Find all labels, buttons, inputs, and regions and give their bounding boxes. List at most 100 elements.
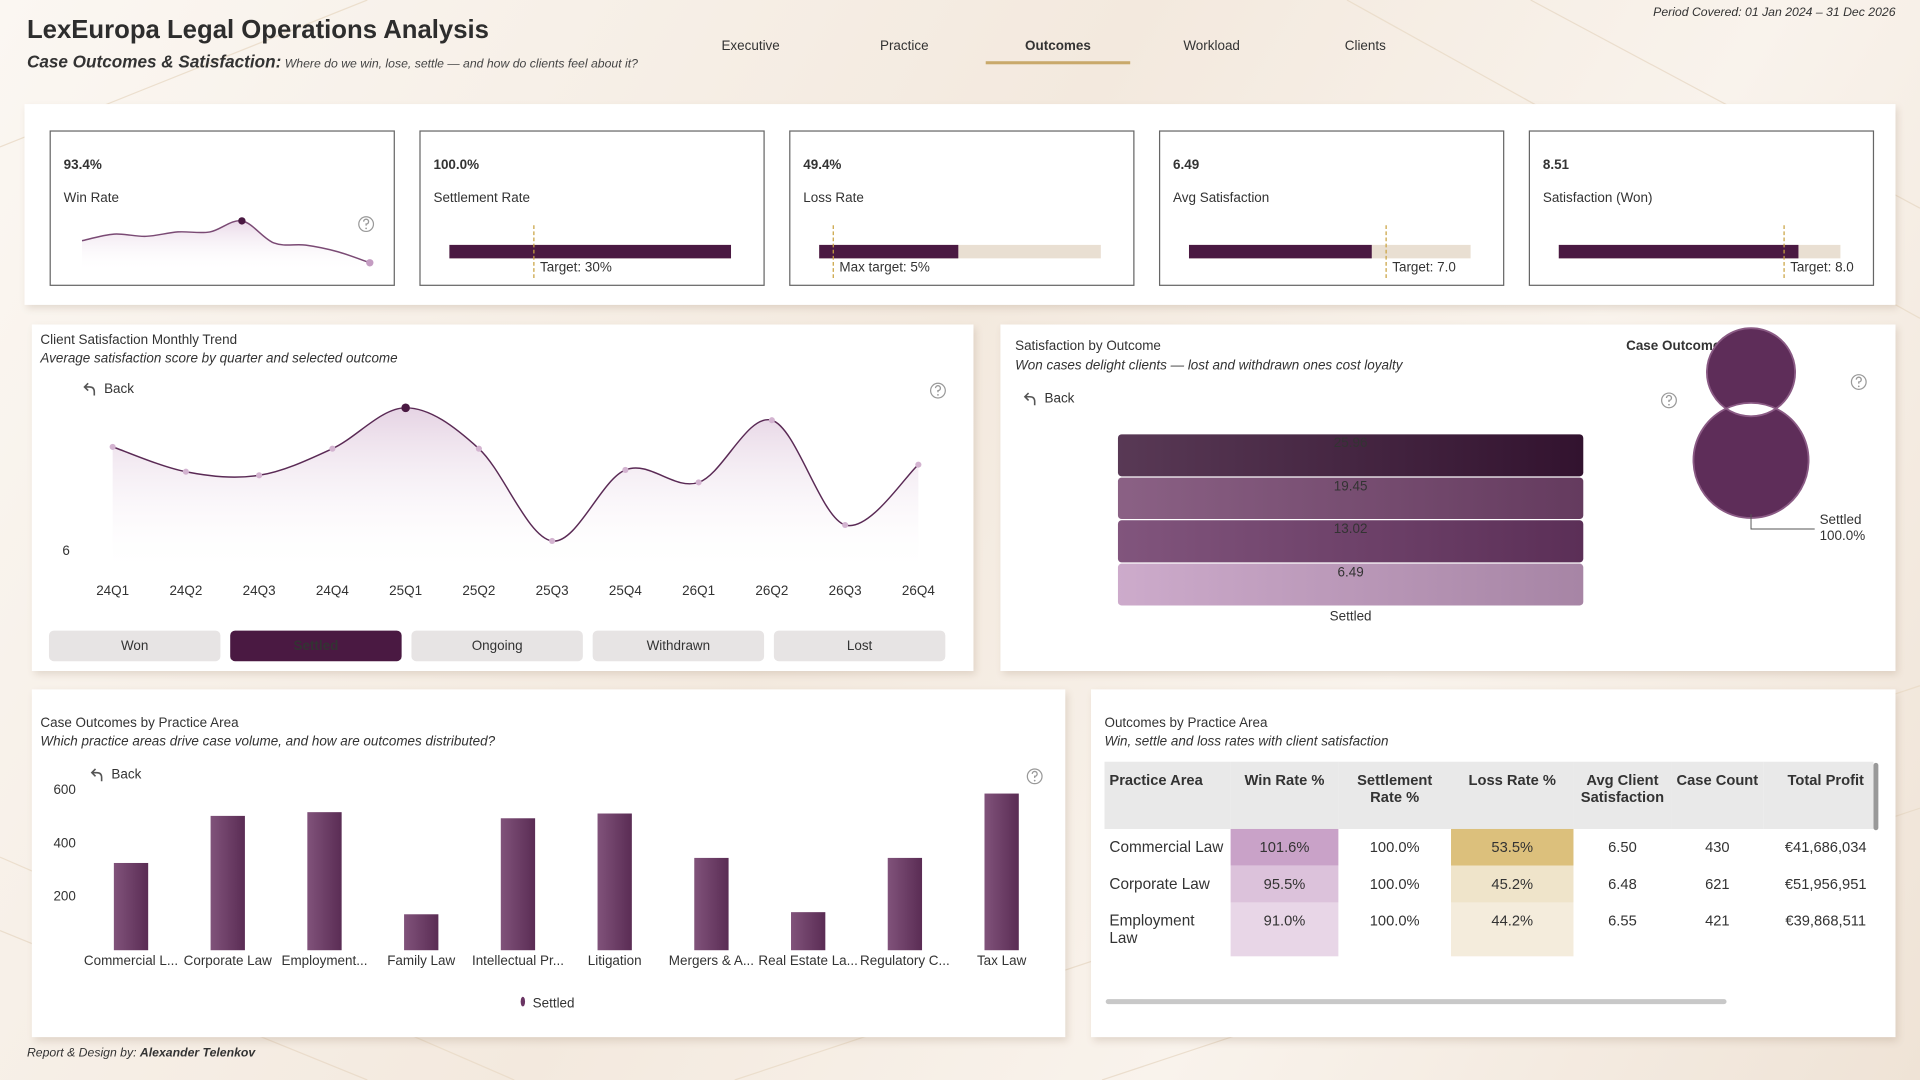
x-tick-label: 24Q4 — [316, 583, 349, 598]
kpi-label: Settlement Rate — [433, 190, 529, 205]
bar-shade — [694, 857, 729, 951]
help-glyph — [363, 218, 370, 226]
v-scrollbar — [1873, 762, 1879, 831]
donut-slice — [1692, 327, 1810, 519]
bar-shade — [597, 813, 632, 951]
segment-shade — [1117, 434, 1584, 477]
table-cell: 53.5% — [1451, 828, 1574, 866]
segment-shade — [1117, 477, 1584, 520]
column-header: Win Rate % — [1230, 761, 1339, 829]
x-tick-label: Corporate Law — [184, 953, 273, 968]
help-glyph — [934, 385, 942, 393]
kpi-card — [789, 130, 1135, 286]
table-row: Corporate Law 95.5% 100.0% 45.2% 6.48 621 €51,… — [1104, 865, 1873, 903]
table-row: Employment Law 91.0% 100.0% 44.2% 6.55 421 €39… — [1104, 902, 1873, 957]
filter-label[interactable]: Won — [121, 638, 148, 653]
trend-point — [549, 537, 556, 545]
back-label: Back — [104, 381, 134, 396]
chart-title: Client Satisfaction Monthly Trend — [40, 332, 237, 347]
kpi-value: 100.0% — [433, 157, 479, 172]
target-label: Target: 8.0 — [1790, 260, 1854, 275]
bullet-bar — [449, 244, 732, 259]
table-cell: 45.2% — [1451, 865, 1574, 903]
nav-tab[interactable]: Outcomes — [1025, 38, 1091, 53]
y-tick-label: 600 — [53, 782, 75, 797]
bullet-bar — [1558, 244, 1799, 259]
nav-tab[interactable]: Practice — [880, 38, 929, 53]
filter-button[interactable] — [592, 630, 765, 662]
column-header: Practice Area — [1104, 761, 1231, 829]
filter-label[interactable]: Ongoing — [472, 638, 523, 653]
donut-label: Settled — [1820, 512, 1862, 527]
filter-label[interactable]: Settled — [293, 638, 338, 653]
filter-button[interactable] — [230, 630, 402, 662]
column-header-text: Case Count — [1676, 771, 1759, 789]
table-cell: 100.0% — [1369, 875, 1420, 893]
bar-shade — [210, 815, 245, 951]
nav-tab[interactable]: Executive — [721, 38, 779, 53]
x-tick-label: 25Q3 — [536, 583, 569, 598]
x-tick-label: Commercial L... — [84, 953, 178, 968]
chart-title: Case Outcomes by Practice Area — [40, 715, 239, 730]
chart-title: Satisfaction by Outcome — [1015, 338, 1161, 353]
table-cell: 6.48 — [1608, 875, 1637, 893]
help-icon — [358, 216, 375, 233]
help-dot — [1033, 779, 1036, 782]
x-tick-label: Employment... — [281, 953, 367, 968]
kpi-label: Loss Rate — [803, 190, 864, 205]
table-cell: 430 — [1705, 838, 1730, 856]
outcomes-table: Practice Area Win Rate % Settlement Rate %… — [1104, 761, 1874, 957]
trend-point — [182, 468, 189, 475]
stack-label: 25.96 — [1334, 435, 1368, 450]
stack-label: 13.02 — [1334, 521, 1368, 536]
table-head: Practice Area Win Rate % Settlement Rate %… — [1104, 761, 1874, 829]
help-icon — [1661, 392, 1677, 409]
filter-button[interactable] — [48, 630, 221, 662]
kpi-label: Win Rate — [64, 190, 119, 205]
filter-button[interactable] — [773, 630, 946, 662]
filter-label[interactable]: Lost — [847, 638, 873, 653]
help-icon — [1850, 374, 1867, 391]
table-cell: 100.0% — [1369, 912, 1420, 930]
back-label: Back — [1044, 391, 1074, 406]
trend-point — [695, 479, 702, 486]
table-cell: 100.0% — [1369, 838, 1420, 856]
kpi-value: 93.4% — [64, 157, 102, 172]
column-header-text: Total Profit — [1787, 771, 1864, 789]
table-subtitle: Win, settle and loss rates with client s… — [1104, 734, 1388, 749]
y-tick-label: 200 — [53, 889, 75, 904]
filter-button[interactable] — [411, 630, 583, 662]
x-tick-label: Regulatory C... — [860, 953, 950, 968]
chart-subtitle: Average satisfaction score by quarter an… — [39, 350, 397, 365]
filter-label[interactable]: Withdrawn — [647, 638, 711, 653]
page-subtitle: Case Outcomes & Satisfaction: Where do w… — [27, 51, 651, 74]
h-scrollbar — [1105, 999, 1727, 1005]
chart-subtitle: Won cases delight clients — lost and wit… — [1015, 358, 1404, 373]
help-dot — [1857, 385, 1860, 388]
table-cell: Commercial Law — [1109, 838, 1224, 856]
kpi-label: Avg Satisfaction — [1173, 190, 1269, 205]
nav-tab[interactable]: Clients — [1345, 38, 1386, 53]
nav-tab[interactable]: Workload — [1183, 38, 1240, 53]
x-tick-label: Real Estate La... — [758, 953, 857, 968]
x-tick-label: 24Q2 — [169, 583, 202, 598]
table-cell: Corporate Law — [1109, 875, 1210, 893]
table-title: Outcomes by Practice Area — [1104, 715, 1268, 730]
bar-shade — [113, 862, 149, 951]
x-tick-label: Litigation — [588, 953, 642, 968]
sparkline — [81, 220, 371, 264]
back-arrow — [90, 768, 103, 782]
x-tick-label: 26Q1 — [682, 583, 715, 598]
bullet-bar — [1188, 244, 1372, 259]
table-cell: 6.50 — [1608, 838, 1637, 856]
sparkline-end — [366, 259, 374, 267]
trend-point — [329, 445, 336, 452]
bar-shade — [404, 914, 439, 951]
back-arrow — [1023, 392, 1036, 406]
header-row: Practice Area Win Rate % Settlement Rate %… — [1104, 761, 1874, 829]
trend-point — [915, 461, 922, 468]
help-glyph — [1665, 394, 1673, 403]
leader-line — [1750, 514, 1815, 530]
bar-shade — [791, 912, 826, 951]
